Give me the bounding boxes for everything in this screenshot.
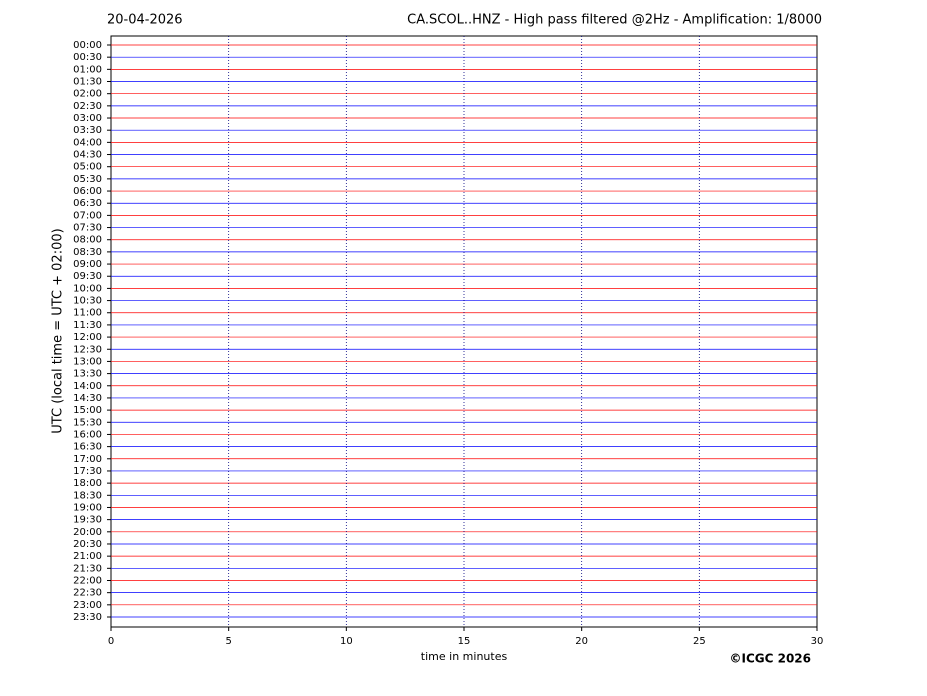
y-tick-label: 04:00 [73, 137, 102, 148]
y-tick-label: 06:00 [73, 186, 102, 197]
y-tick-label: 05:00 [73, 162, 102, 173]
x-tick-label: 10 [340, 636, 353, 647]
y-tick-label: 06:30 [73, 198, 102, 209]
y-tick-label: 12:00 [73, 332, 102, 343]
y-tick-label: 20:00 [73, 527, 102, 538]
y-tick-label: 20:30 [73, 539, 102, 550]
x-tick-label: 15 [458, 636, 471, 647]
x-axis-label: time in minutes [421, 650, 508, 663]
y-tick-label: 03:00 [73, 113, 102, 124]
y-tick-label: 13:00 [73, 356, 102, 367]
y-tick-label: 23:30 [73, 612, 102, 623]
chart-title: CA.SCOL..HNZ - High pass filtered @2Hz -… [407, 13, 822, 28]
y-tick-label: 00:30 [73, 52, 102, 63]
y-tick-label: 16:30 [73, 442, 102, 453]
y-tick-label: 05:30 [73, 174, 102, 185]
y-tick-label: 12:30 [73, 344, 102, 355]
plot-frame [110, 35, 818, 628]
x-tick-label: 5 [225, 636, 231, 647]
y-tick-label: 04:30 [73, 150, 102, 161]
y-tick-label: 07:30 [73, 223, 102, 234]
y-tick-label: 19:00 [73, 502, 102, 513]
y-tick-label: 11:00 [73, 308, 102, 319]
x-tick-label: 30 [811, 636, 824, 647]
y-tick-label: 10:00 [73, 283, 102, 294]
y-tick-label: 03:30 [73, 125, 102, 136]
copyright: ©ICGC 2026 [729, 652, 811, 666]
x-tick-label: 20 [575, 636, 588, 647]
y-tick-label: 19:30 [73, 515, 102, 526]
y-tick-label: 10:30 [73, 296, 102, 307]
y-tick-label: 08:00 [73, 235, 102, 246]
y-tick-label: 23:00 [73, 600, 102, 611]
date-label: 20-04-2026 [107, 13, 183, 28]
y-tick-label: 15:30 [73, 417, 102, 428]
y-tick-label: 02:00 [73, 89, 102, 100]
y-tick-label: 14:30 [73, 393, 102, 404]
y-tick-label: 09:30 [73, 271, 102, 282]
y-tick-label: 11:30 [73, 320, 102, 331]
y-tick-label: 18:30 [73, 490, 102, 501]
y-tick-label: 13:30 [73, 369, 102, 380]
y-tick-label: 07:00 [73, 210, 102, 221]
y-axis-label: UTC (local time = UTC + 02:00) [51, 228, 66, 433]
y-tick-label: 02:30 [73, 101, 102, 112]
y-tick-label: 09:00 [73, 259, 102, 270]
y-tick-label: 22:30 [73, 588, 102, 599]
y-tick-label: 17:00 [73, 454, 102, 465]
y-tick-label: 01:00 [73, 64, 102, 75]
y-tick-label: 21:30 [73, 563, 102, 574]
x-tick-label: 25 [693, 636, 706, 647]
x-tick-label: 0 [108, 636, 114, 647]
y-tick-label: 21:00 [73, 551, 102, 562]
y-tick-label: 15:00 [73, 405, 102, 416]
y-tick-label: 08:30 [73, 247, 102, 258]
y-tick-label: 00:00 [73, 40, 102, 51]
y-tick-label: 18:00 [73, 478, 102, 489]
y-tick-label: 14:00 [73, 381, 102, 392]
y-tick-label: 22:00 [73, 575, 102, 586]
y-tick-label: 17:30 [73, 466, 102, 477]
y-tick-label: 16:00 [73, 429, 102, 440]
y-tick-label: 01:30 [73, 77, 102, 88]
